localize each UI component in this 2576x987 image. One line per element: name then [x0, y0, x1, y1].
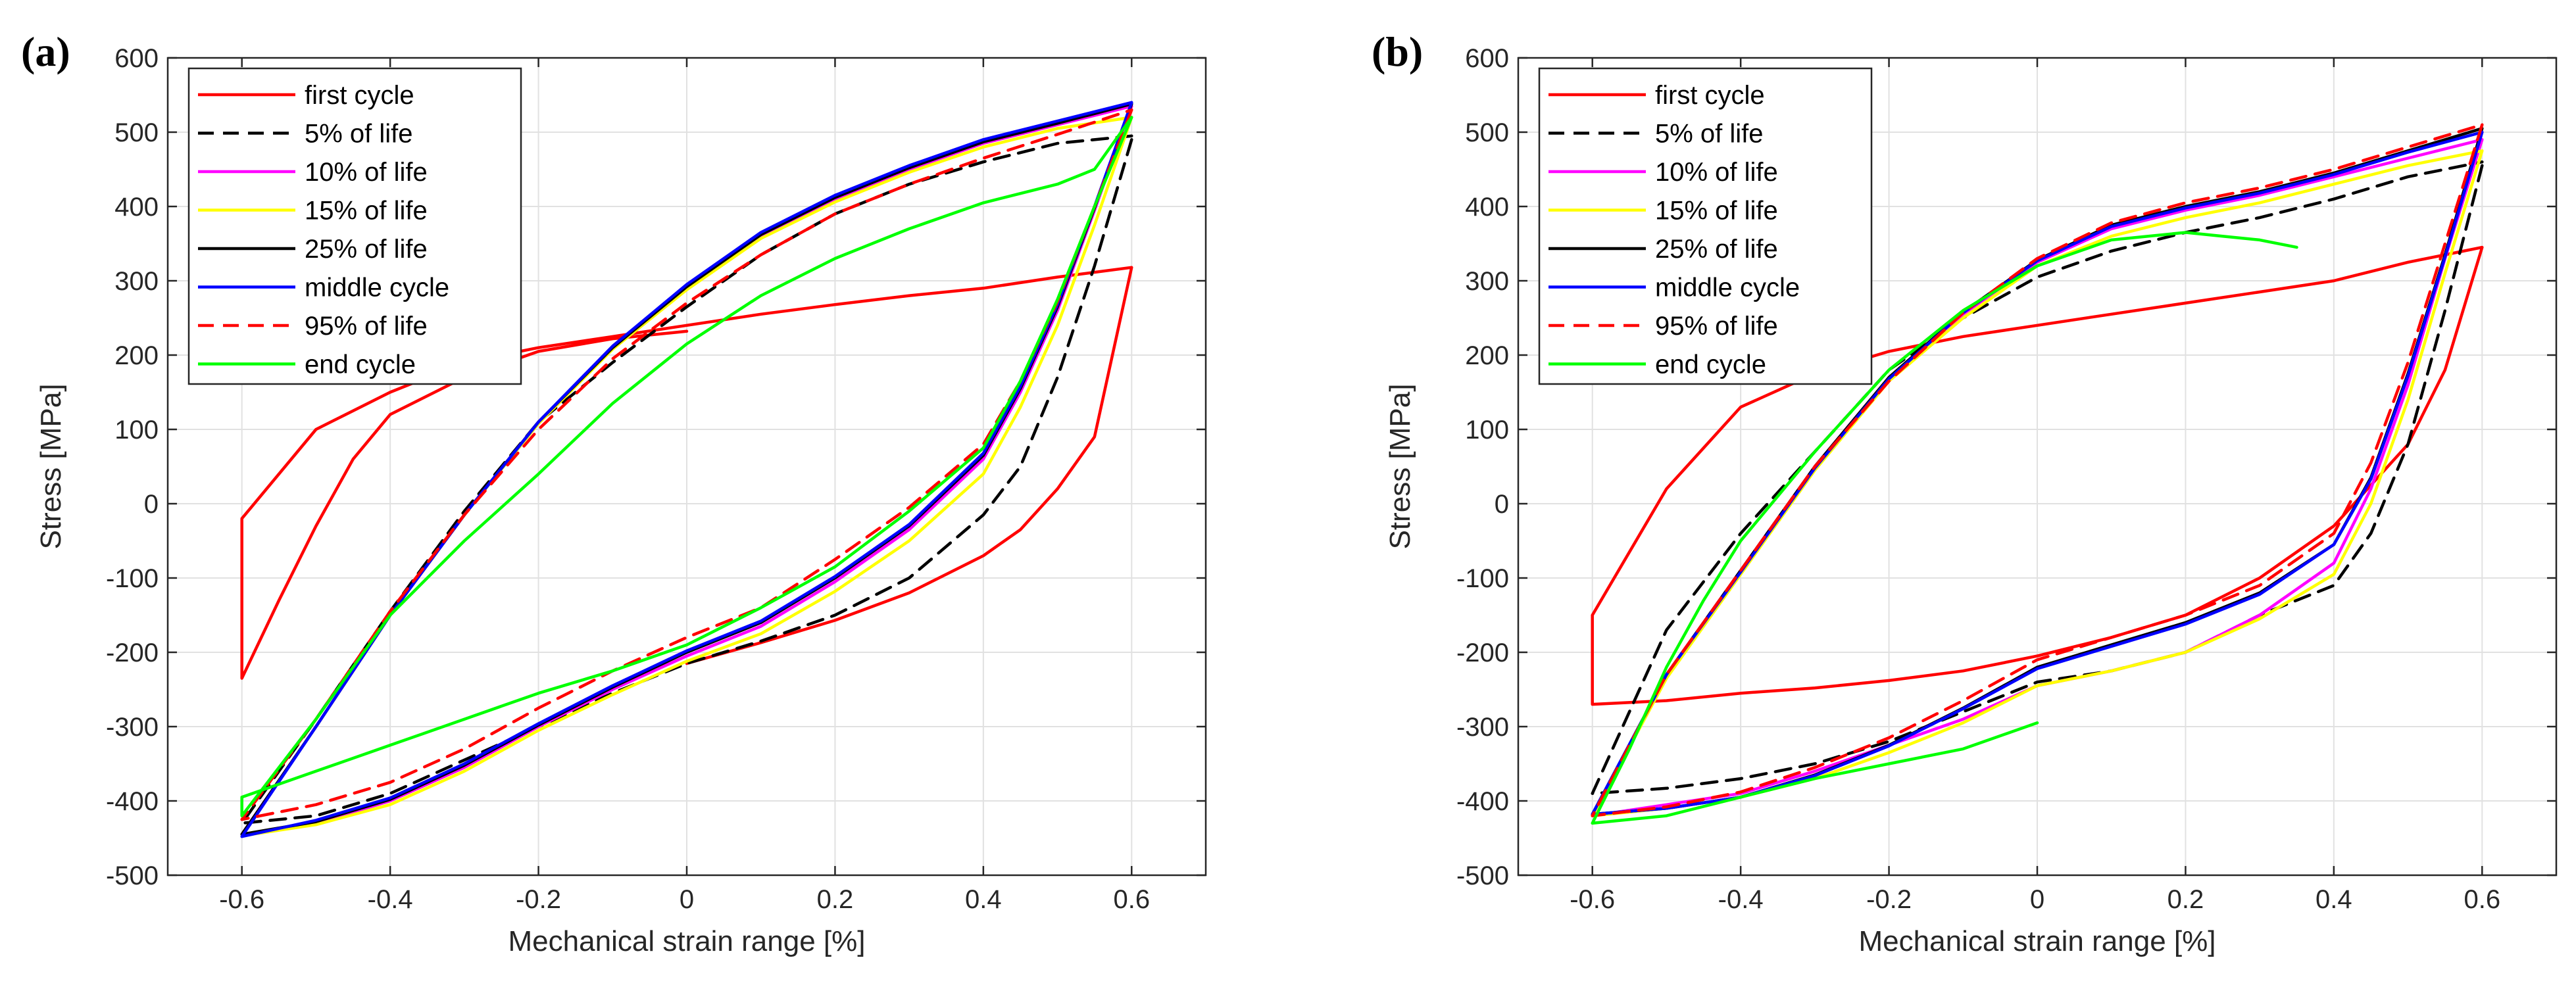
y-tick-label: -400 [106, 787, 159, 816]
y-tick-label: 600 [1465, 44, 1509, 73]
legend-label: 95% of life [1655, 312, 1778, 341]
series-group [240, 101, 1133, 838]
y-tick-label: 300 [1465, 267, 1509, 296]
panel-label: (a) [21, 28, 70, 75]
x-tick-label: 0.6 [1113, 885, 1150, 914]
x-tick-label: 0.2 [817, 885, 854, 914]
series-line-middle-cycle [240, 101, 1133, 838]
series-group [1591, 123, 2484, 825]
y-tick-label: 300 [114, 267, 159, 296]
y-tick-label: 500 [1465, 118, 1509, 147]
legend-label: first cycle [1655, 81, 1765, 110]
ticks: -0.6 -0.4 -0.2 0 0.2 0.4 0.6 -500 -400 -300 -200 -1… [106, 44, 1206, 914]
series-line-10-of-life [1591, 138, 2484, 817]
legend-label: 25% of life [1655, 235, 1778, 264]
legend-box [187, 67, 522, 385]
legend: first cycle 5% of life 10% of life 15% of l… [1538, 67, 1873, 385]
y-tick-label: -500 [106, 861, 159, 890]
y-tick-label: -200 [106, 638, 159, 667]
chart-panel-b: -0.6 -0.4 -0.2 0 0.2 0.4 0.6 -500 -400 -300 -200 -1… [1372, 28, 2558, 957]
legend-label: 10% of life [305, 158, 428, 187]
x-tick-label: 0.2 [2167, 885, 2204, 914]
legend-label: 15% of life [305, 197, 428, 226]
legend-label: end cycle [1655, 350, 1766, 379]
y-tick-label: -200 [1456, 638, 1509, 667]
series-line-95-of-life [240, 108, 1133, 821]
chart-panel-a: -0.6 -0.4 -0.2 0 0.2 0.4 0.6 -500 -400 -300 -200 -1… [21, 28, 1207, 957]
legend-label: 5% of life [305, 120, 413, 149]
series-line-15-of-life [240, 116, 1133, 838]
x-tick-label: -0.6 [1570, 885, 1615, 914]
x-tick-label: -0.2 [1866, 885, 1912, 914]
ticks: -0.6 -0.4 -0.2 0 0.2 0.4 0.6 -500 -400 -300 -200 -1… [1456, 44, 2556, 914]
series-line-end-cycle [1591, 231, 2298, 825]
legend-label: 25% of life [305, 235, 428, 264]
y-tick-label: 0 [144, 490, 159, 519]
x-tick-label: -0.4 [1718, 885, 1764, 914]
series-line-middle-cycle [1591, 130, 2484, 816]
legend: first cycle 5% of life 10% of life 15% of l… [187, 67, 522, 385]
y-tick-label: 200 [1465, 341, 1509, 370]
series-line-end-cycle [240, 116, 1133, 817]
x-axis-label: Mechanical strain range [%] [508, 925, 866, 957]
series-line-first-cycle [240, 266, 1133, 680]
legend-label: 5% of life [1655, 120, 1764, 149]
series-line-5-of-life [1591, 160, 2484, 795]
y-tick-label: -300 [1456, 713, 1509, 742]
y-tick-label: -400 [1456, 787, 1509, 816]
legend-label: middle cycle [1655, 274, 1800, 302]
y-tick-label: 100 [114, 416, 159, 445]
x-tick-label: -0.6 [219, 885, 264, 914]
x-tick-label: 0.4 [965, 885, 1002, 914]
series-line-95-of-life [1591, 123, 2484, 817]
y-tick-label: 500 [114, 118, 159, 147]
y-tick-label: 400 [114, 193, 159, 222]
x-tick-label: 0 [680, 885, 694, 914]
y-tick-label: 600 [114, 44, 159, 73]
y-axis-label: Stress [MPa] [35, 384, 67, 550]
x-axis-label: Mechanical strain range [%] [1859, 925, 2216, 957]
legend-box [1538, 67, 1873, 385]
y-tick-label: 100 [1465, 416, 1509, 445]
x-tick-label: 0.4 [2316, 885, 2352, 914]
legend-label: 15% of life [1655, 197, 1778, 226]
y-tick-label: -100 [1456, 564, 1509, 593]
y-axis-label: Stress [MPa] [1384, 384, 1416, 550]
legend-label: first cycle [305, 81, 414, 110]
legend-label: 95% of life [305, 312, 428, 341]
legend-label: end cycle [305, 350, 416, 379]
y-tick-label: 400 [1465, 193, 1509, 222]
legend-label: middle cycle [305, 274, 449, 302]
panel-label: (b) [1372, 28, 1423, 75]
y-tick-label: -100 [106, 564, 159, 593]
y-tick-label: -500 [1456, 861, 1509, 890]
x-tick-label: 0 [2030, 885, 2044, 914]
y-tick-label: 200 [114, 341, 159, 370]
x-tick-label: 0.6 [2464, 885, 2500, 914]
legend-label: 10% of life [1655, 158, 1778, 187]
x-tick-label: -0.2 [516, 885, 561, 914]
y-tick-label: 0 [1495, 490, 1509, 519]
x-tick-label: -0.4 [368, 885, 413, 914]
y-tick-label: -300 [106, 713, 159, 742]
